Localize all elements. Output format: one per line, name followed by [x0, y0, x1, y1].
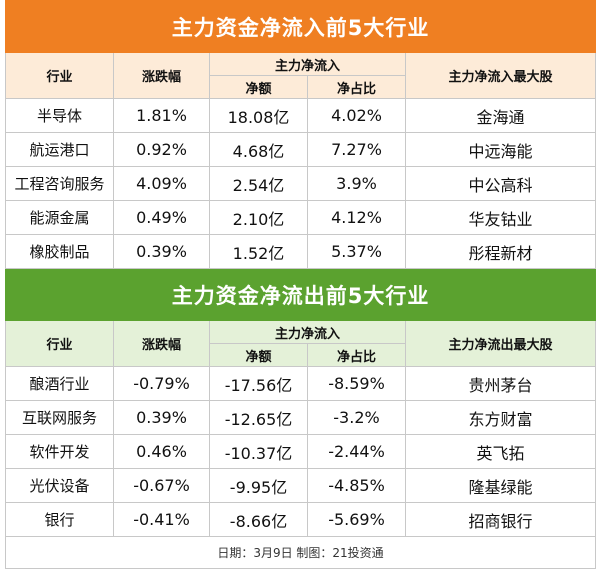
stock-cell: 中公高科 [404, 166, 597, 201]
outflow-header-net: 净额 [209, 343, 308, 367]
ratio-cell: -4.85% [307, 468, 406, 503]
ratio-cell: 4.12% [307, 200, 406, 235]
change-cell: -0.79% [113, 366, 210, 401]
inflow-header-group: 主力净流入 [209, 52, 406, 76]
inflow-header-net: 净额 [209, 75, 308, 99]
change-cell: 0.39% [113, 400, 210, 435]
table-row: 橡胶制品 0.39% 1.52亿 5.37% 彤程新材 [5, 234, 597, 269]
net-cell: -10.37亿 [209, 434, 308, 469]
ratio-cell: -5.69% [307, 502, 406, 537]
table-row: 软件开发 0.46% -10.37亿 -2.44% 英飞拓 [5, 434, 597, 469]
change-cell: 0.92% [113, 132, 210, 167]
change-cell: 1.81% [113, 98, 210, 133]
ratio-cell: -2.44% [307, 434, 406, 469]
industry-cell: 银行 [5, 502, 114, 537]
ratio-cell: 5.37% [307, 234, 406, 269]
net-cell: 2.10亿 [209, 200, 308, 235]
net-cell: -17.56亿 [209, 366, 308, 401]
footer-credit: 日期：3月9日 制图：21投资通 [4, 536, 597, 569]
inflow-header-industry: 行业 [5, 52, 114, 99]
stock-cell: 英飞拓 [404, 434, 597, 469]
table-row: 能源金属 0.49% 2.10亿 4.12% 华友钴业 [5, 200, 597, 235]
net-cell: 2.54亿 [209, 166, 308, 201]
ratio-cell: -3.2% [307, 400, 406, 435]
outflow-title: 主力资金净流出前5大行业 [4, 268, 597, 321]
net-cell: -9.95亿 [209, 468, 308, 503]
stock-cell: 中远海能 [404, 132, 597, 167]
inflow-header-ratio: 净占比 [307, 75, 406, 99]
net-cell: 4.68亿 [209, 132, 308, 167]
table-row: 酿酒行业 -0.79% -17.56亿 -8.59% 贵州茅台 [5, 366, 597, 401]
outflow-header-top-stock: 主力净流出最大股 [404, 320, 597, 367]
ratio-cell: 4.02% [307, 98, 406, 133]
ratio-cell: -8.59% [307, 366, 406, 401]
ratio-cell: 3.9% [307, 166, 406, 201]
net-cell: 1.52亿 [209, 234, 308, 269]
table-row: 光伏设备 -0.67% -9.95亿 -4.85% 隆基绿能 [5, 468, 597, 503]
stock-cell: 贵州茅台 [404, 366, 597, 401]
stock-cell: 华友钴业 [404, 200, 597, 235]
stock-cell: 隆基绿能 [404, 468, 597, 503]
industry-flow-table: 主力资金净流入前5大行业 行业 涨跌幅 主力净流入 主力净流入最大股 净额 净占… [4, 0, 597, 569]
outflow-header-group: 主力净流入 [209, 320, 406, 344]
stock-cell: 东方财富 [404, 400, 597, 435]
table-row: 银行 -0.41% -8.66亿 -5.69% 招商银行 [5, 502, 597, 537]
inflow-header-change: 涨跌幅 [113, 52, 210, 99]
change-cell: 0.39% [113, 234, 210, 269]
outflow-header-change: 涨跌幅 [113, 320, 210, 367]
net-cell: -8.66亿 [209, 502, 308, 537]
industry-cell: 软件开发 [5, 434, 114, 469]
stock-cell: 彤程新材 [404, 234, 597, 269]
industry-cell: 橡胶制品 [5, 234, 114, 269]
change-cell: -0.41% [113, 502, 210, 537]
table-row: 工程咨询服务 4.09% 2.54亿 3.9% 中公高科 [5, 166, 597, 201]
net-cell: -12.65亿 [209, 400, 308, 435]
industry-cell: 半导体 [5, 98, 114, 133]
table-row: 航运港口 0.92% 4.68亿 7.27% 中远海能 [5, 132, 597, 167]
change-cell: 0.46% [113, 434, 210, 469]
industry-cell: 光伏设备 [5, 468, 114, 503]
industry-cell: 酿酒行业 [5, 366, 114, 401]
industry-cell: 航运港口 [5, 132, 114, 167]
industry-cell: 互联网服务 [5, 400, 114, 435]
inflow-header-top-stock: 主力净流入最大股 [404, 52, 597, 99]
change-cell: 4.09% [113, 166, 210, 201]
stock-cell: 招商银行 [404, 502, 597, 537]
stock-cell: 金海通 [404, 98, 597, 133]
industry-cell: 能源金属 [5, 200, 114, 235]
industry-cell: 工程咨询服务 [5, 166, 114, 201]
ratio-cell: 7.27% [307, 132, 406, 167]
change-cell: 0.49% [113, 200, 210, 235]
outflow-header-ratio: 净占比 [307, 343, 406, 367]
net-cell: 18.08亿 [209, 98, 308, 133]
table-row: 半导体 1.81% 18.08亿 4.02% 金海通 [5, 98, 597, 133]
change-cell: -0.67% [113, 468, 210, 503]
outflow-header-industry: 行业 [5, 320, 114, 367]
inflow-title: 主力资金净流入前5大行业 [4, 0, 597, 53]
table-row: 互联网服务 0.39% -12.65亿 -3.2% 东方财富 [5, 400, 597, 435]
